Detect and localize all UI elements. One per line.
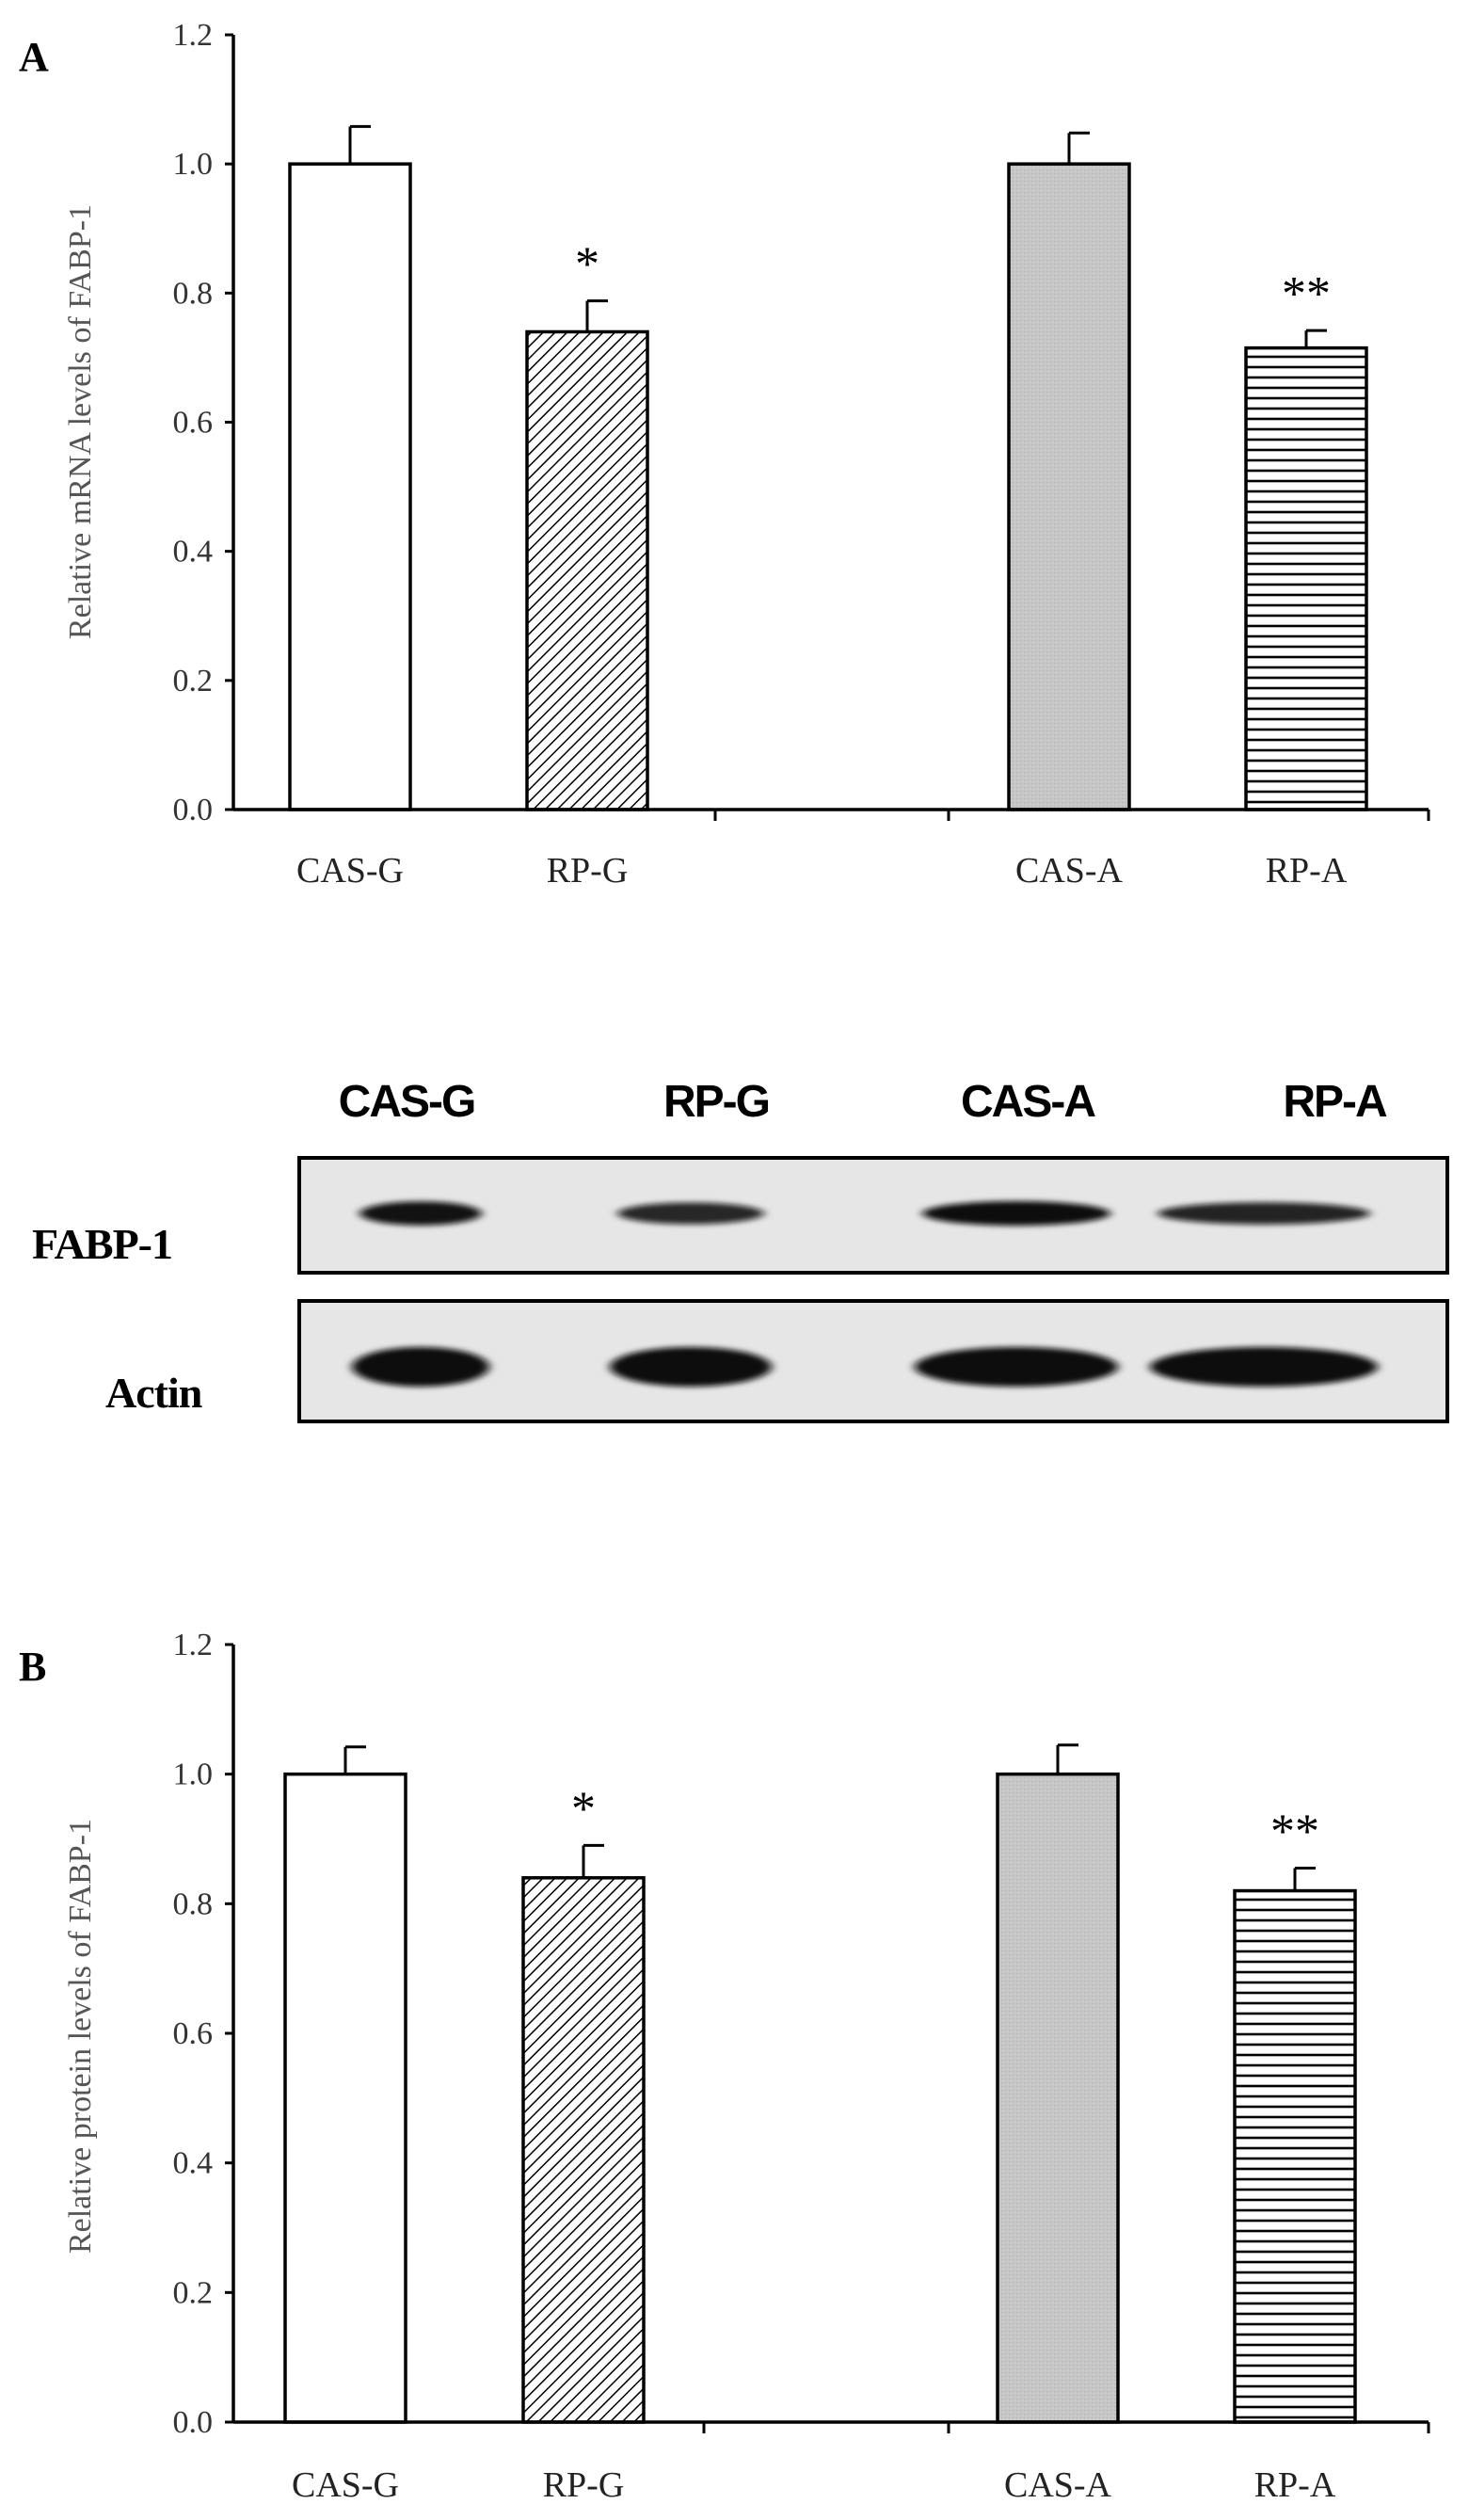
blot-band [610,1347,772,1387]
category-label: CAS-A [1004,2465,1112,2505]
significance-marker: ** [1270,1805,1319,1858]
significance-marker: * [575,238,599,292]
y-tick-label: 1.0 [173,1758,214,1792]
significance-marker: ** [1282,267,1331,321]
category-label: CAS-G [292,2465,399,2505]
y-tick-label: 0.4 [173,2146,214,2181]
blot-lane-label: CAS-G [339,1077,475,1127]
bar-rp-a [1233,1888,1357,2424]
y-ticks-b: 0.0 0.2 0.4 0.6 0.8 1.0 1.2 [173,1628,233,2440]
y-tick-label: 1.2 [173,18,214,53]
blot-band [1158,1202,1370,1225]
blot-row-label-actin: Actin [105,1369,202,1417]
category-label: RP-G [547,851,629,891]
category-label: RP-A [1254,2465,1336,2505]
bar-cas-a [996,1772,1120,2424]
y-tick-label: 1.2 [173,1628,214,1662]
blot-strips [297,1156,1449,1423]
blot-lane-label: RP-A [1283,1077,1387,1127]
bar-cas-a [1007,162,1131,811]
y-tick-label: 0.8 [173,276,214,311]
blot-band [1150,1347,1378,1387]
blot-band [352,1347,489,1387]
category-label: RP-A [1266,851,1348,891]
bar-rp-a [1244,345,1368,811]
y-axis-label-a: Relative mRNA levels of FABP-1 [63,204,98,639]
axes-a [232,35,1430,821]
y-tick-label: 0.2 [173,2275,214,2310]
category-label: CAS-G [296,851,404,891]
axes-b [232,1645,1430,2433]
y-axis-label-b: Relative protein levels of FABP-1 [63,1819,98,2254]
y-ticks-a: 0.0 0.2 0.4 0.6 0.8 1.0 1.2 [173,18,233,827]
y-tick-label: 0.8 [173,1886,214,1921]
category-labels-a: CAS-G RP-G CAS-A RP-A [296,851,1348,891]
y-tick-label: 0.0 [173,2405,214,2440]
significance-marker: * [571,1782,596,1836]
bar-rp-g [525,329,649,811]
blot-row-label-fabp-1: FABP-1 [32,1220,172,1268]
y-tick-label: 0.6 [173,2016,214,2051]
blot-band [359,1201,482,1226]
chart-mrna-levels: A Relative mRNA levels of FABP-1 0.00.20… [19,18,1430,891]
bar-cas-g [288,162,412,811]
blot-band [915,1347,1118,1387]
panel-label-a: A [19,34,49,80]
blot-lane-labels: CAS-G RP-G CAS-A RP-A [339,1077,1389,1127]
bar-rp-g [521,1876,646,2424]
blot-row-labels: FABP-1 Actin [32,1220,203,1417]
y-tick-label: 0.0 [173,793,214,827]
panel-label-b: B [19,1644,46,1690]
chart-protein-levels: B Relative protein levels of FABP-1 0.00… [19,1628,1430,2505]
category-labels-b: CAS-G RP-G CAS-A RP-A [292,2465,1336,2505]
blot-band [922,1201,1110,1226]
y-tick-label: 0.4 [173,535,214,570]
bar-cas-g [283,1772,407,2424]
blot-lane-label: RP-G [663,1077,769,1127]
category-label: RP-G [543,2465,625,2505]
blot-lane-label: CAS-A [961,1077,1095,1127]
western-blot: CAS-G RP-G CAS-A RP-A FABP-1 Actin [32,1077,1449,1423]
blot-band [617,1202,764,1225]
y-tick-label: 0.6 [173,406,214,441]
category-label: CAS-A [1015,851,1124,891]
y-tick-label: 0.2 [173,664,214,698]
y-tick-label: 1.0 [173,147,214,182]
bars-a: *** [288,124,1368,811]
bars-b: * ** [283,1743,1357,2424]
